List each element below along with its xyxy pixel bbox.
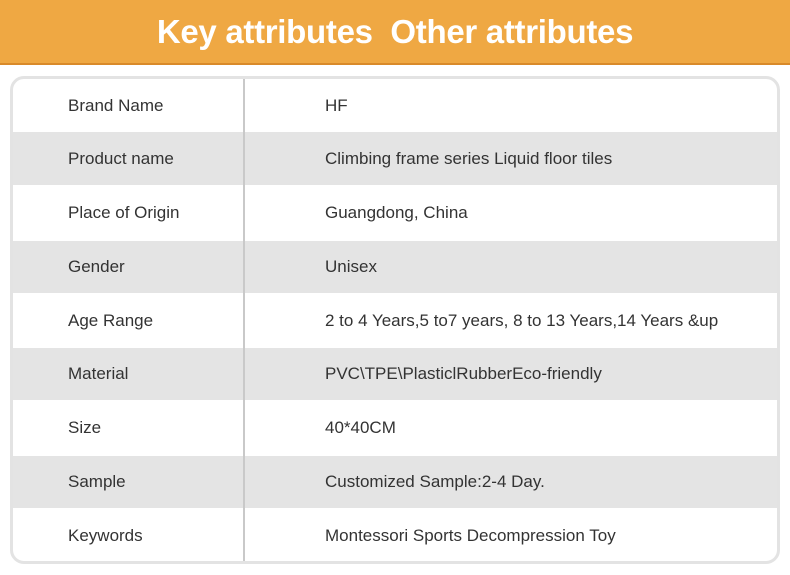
attribute-value: PVC\TPE\PlasticlRubberEco-friendly bbox=[325, 364, 602, 383]
column-divider bbox=[243, 79, 245, 561]
table-row: Place of Origin Guangdong, China bbox=[13, 185, 777, 241]
attribute-value: 2 to 4 Years,5 to7 years, 8 to 13 Years,… bbox=[325, 310, 719, 330]
attribute-label: Product name bbox=[68, 148, 174, 168]
attribute-value: HF bbox=[325, 95, 348, 115]
table-row: Size 40*40CM bbox=[13, 400, 777, 456]
attribute-value: Climbing frame series Liquid floor tiles bbox=[325, 148, 613, 168]
attribute-label: Sample bbox=[68, 472, 126, 491]
attribute-label: Brand Name bbox=[68, 95, 164, 115]
attribute-value: 40*40CM bbox=[325, 418, 396, 437]
table-row: Material PVC\TPE\PlasticlRubberEco-friend… bbox=[13, 348, 777, 400]
attribute-label: Gender bbox=[68, 257, 125, 276]
attribute-value: Customized Sample:2-4 Day. bbox=[325, 472, 545, 491]
attribute-label: Material bbox=[68, 364, 129, 383]
table-row: Sample Customized Sample:2-4 Day. bbox=[13, 456, 777, 508]
attribute-value: Guangdong, China bbox=[325, 203, 468, 222]
attribute-value: Montessori Sports Decompression Toy bbox=[325, 525, 616, 545]
table-row: Brand Name HF bbox=[13, 79, 777, 132]
attribute-label: Age Range bbox=[68, 310, 154, 330]
attribute-value: Unisex bbox=[325, 257, 377, 276]
table-row: Keywords Montessori Sports Decompression … bbox=[13, 508, 777, 561]
table-row: Age Range 2 to 4 Years,5 to7 years, 8 to … bbox=[13, 293, 777, 348]
table-row: Product name Climbing frame series Liquid… bbox=[13, 132, 777, 185]
header-banner: Key attributes Other attributes bbox=[0, 0, 790, 65]
page-title: Key attributes Other attributes bbox=[156, 12, 634, 50]
attribute-label: Keywords bbox=[68, 525, 143, 545]
attribute-label: Place of Origin bbox=[68, 203, 180, 222]
attributes-table: Brand Name HF Product name Climbing frame … bbox=[10, 76, 780, 564]
attribute-label: Size bbox=[68, 418, 102, 437]
table-row: Gender Unisex bbox=[13, 241, 777, 293]
